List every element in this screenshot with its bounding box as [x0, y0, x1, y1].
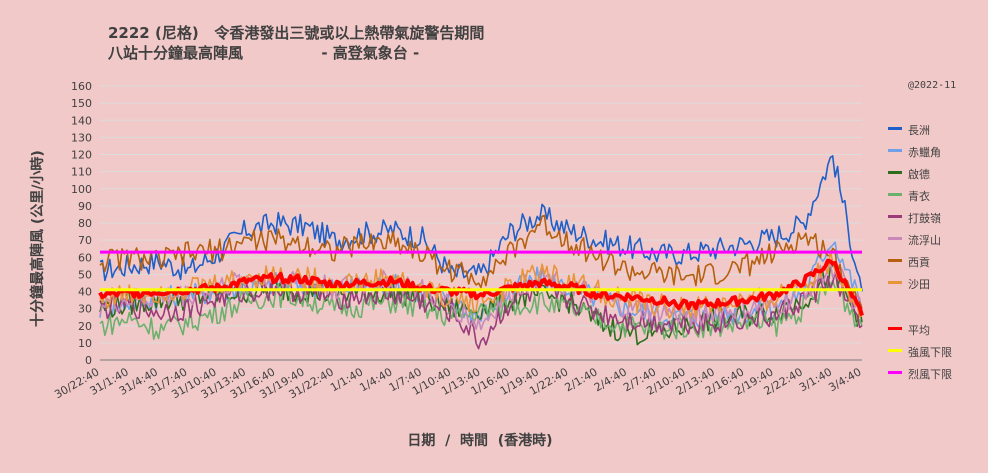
y-tick-label: 140 — [71, 114, 92, 127]
x-axis-ticks: 30/22:4031/1:4031/4:4031/7:4031/10:4031/… — [52, 365, 863, 401]
y-tick-label: 80 — [78, 217, 92, 230]
y-tick-label: 10 — [78, 337, 92, 350]
x-tick-label: 2/4:40 — [592, 365, 629, 394]
y-tick-label: 20 — [78, 320, 92, 333]
y-tick-label: 130 — [71, 131, 92, 144]
x-tick-label: 3/1:40 — [797, 365, 834, 394]
legend-swatch — [888, 193, 902, 196]
grid-lines — [100, 85, 862, 361]
legend-label: 長洲 — [908, 124, 930, 137]
y-tick-label: 70 — [78, 234, 92, 247]
x-tick-label: 3/4:40 — [826, 365, 863, 394]
legend-label: 烈風下限 — [908, 368, 952, 381]
series-line-5 — [99, 261, 863, 331]
legend-label: 赤鱲角 — [908, 146, 941, 159]
y-tick-label: 120 — [71, 149, 92, 162]
y-tick-label: 50 — [78, 268, 92, 281]
y-tick-label: 60 — [78, 251, 92, 264]
date-note: @2022-11 — [908, 80, 957, 91]
y-tick-label: 0 — [85, 354, 92, 367]
legend-label: 青衣 — [908, 190, 930, 203]
legend-swatch — [888, 349, 902, 352]
y-tick-label: 110 — [71, 166, 92, 179]
chart-title-line2: 八站十分鐘最高陣風 - 高登氣象台 - — [108, 44, 420, 62]
series-line-6 — [99, 214, 863, 309]
reference-lines — [100, 250, 862, 292]
legend-label: 沙田 — [908, 278, 930, 291]
legend-label: 強風下限 — [908, 346, 952, 359]
y-axis-label: 十分鐘最高陣風 (公里/小時) — [30, 150, 46, 327]
legend-swatch — [888, 327, 902, 330]
y-tick-label: 100 — [71, 183, 92, 196]
legend-swatch — [888, 215, 902, 218]
series-line-1 — [99, 241, 863, 328]
y-tick-label: 40 — [78, 286, 92, 299]
legend-swatch — [888, 171, 902, 174]
chart-title-line1: 2222 (尼格) 令香港發出三號或以上熱帶氣旋警告期間 — [108, 24, 485, 42]
legend-label: 平均 — [908, 324, 930, 337]
legend-label: 流浮山 — [908, 234, 941, 247]
legend-swatch — [888, 281, 902, 284]
series-line-4 — [99, 271, 863, 350]
y-tick-label: 150 — [71, 97, 92, 110]
x-tick-label: 1/4:40 — [357, 365, 394, 394]
legend-label: 啟德 — [908, 168, 930, 181]
y-tick-label: 90 — [78, 200, 92, 213]
x-axis-label: 日期 / 時間 (香港時) — [407, 433, 553, 449]
legend-swatch — [888, 371, 902, 374]
y-tick-label: 160 — [71, 80, 92, 93]
legend-swatch — [888, 149, 902, 152]
x-tick-label: 1/1:40 — [328, 365, 365, 394]
legend-swatch — [888, 259, 902, 262]
y-axis-ticks: 0 10 20 30 40 50 60 70 80 90 100 110 120 130 140 150 160 — [71, 80, 92, 367]
legend-label: 西貢 — [908, 256, 930, 269]
y-tick-label: 30 — [78, 303, 92, 316]
legend-label: 打鼓嶺 — [908, 212, 941, 225]
series-line-0 — [99, 155, 863, 292]
legend-swatch — [888, 237, 902, 240]
x-tick-label: 2/1:40 — [563, 365, 600, 394]
legend-swatch — [888, 127, 902, 130]
